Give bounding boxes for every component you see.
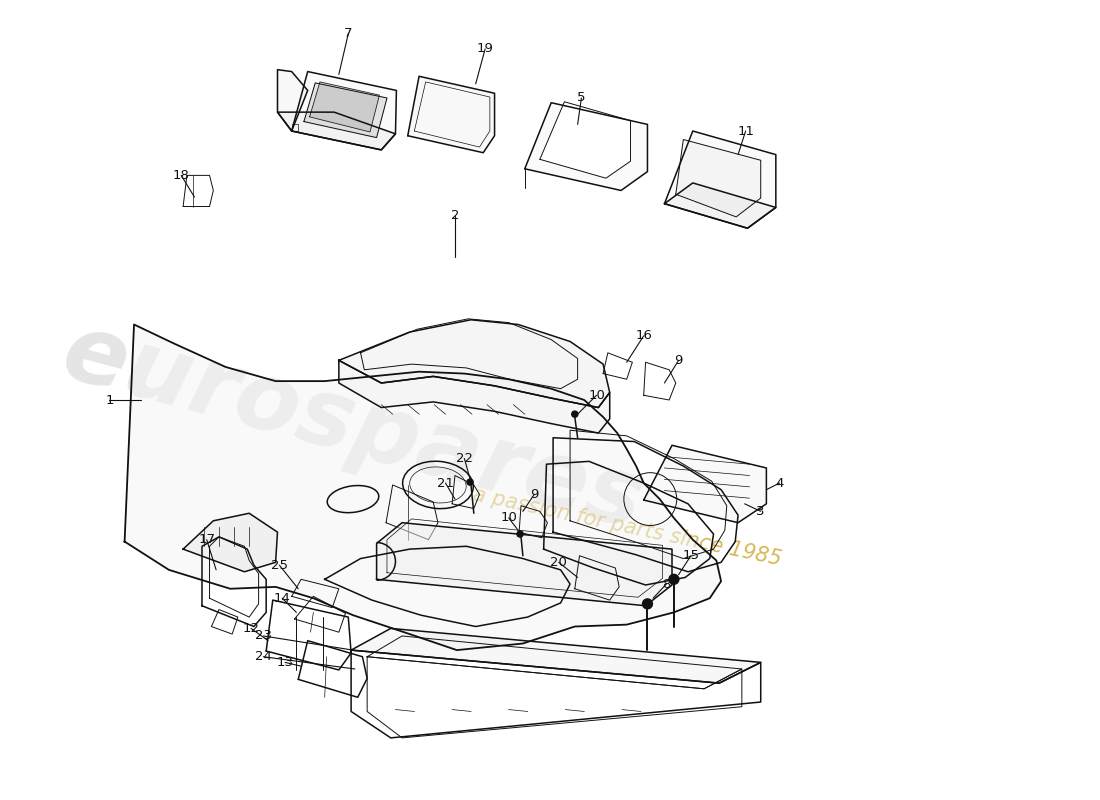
Polygon shape — [675, 139, 761, 217]
Polygon shape — [525, 102, 648, 190]
Text: 21: 21 — [437, 477, 454, 490]
Text: a passion for parts since 1985: a passion for parts since 1985 — [471, 485, 783, 570]
Polygon shape — [339, 360, 609, 433]
Text: 10: 10 — [500, 511, 517, 525]
Text: 14: 14 — [274, 592, 290, 605]
Text: 15: 15 — [682, 550, 700, 562]
Text: 25: 25 — [271, 558, 288, 572]
Polygon shape — [124, 325, 722, 650]
Text: 4: 4 — [776, 477, 784, 490]
Text: 22: 22 — [455, 452, 473, 465]
Text: 17: 17 — [198, 533, 216, 546]
Text: 23: 23 — [255, 630, 272, 642]
Text: 1: 1 — [106, 394, 113, 406]
Polygon shape — [351, 629, 761, 683]
Text: 10: 10 — [588, 389, 605, 402]
Text: 24: 24 — [255, 650, 272, 663]
Text: 9: 9 — [674, 354, 683, 367]
Text: 8: 8 — [662, 578, 671, 590]
Text: 16: 16 — [636, 330, 652, 342]
Text: 5: 5 — [578, 91, 585, 105]
Polygon shape — [292, 71, 396, 150]
Text: 9: 9 — [530, 488, 538, 501]
Text: 20: 20 — [550, 556, 568, 569]
Polygon shape — [540, 102, 630, 178]
Polygon shape — [664, 183, 776, 228]
Text: 7: 7 — [344, 27, 352, 40]
Text: 3: 3 — [757, 505, 764, 518]
Text: 19: 19 — [476, 42, 494, 55]
Text: eurospares: eurospares — [53, 306, 653, 550]
Text: 18: 18 — [173, 169, 189, 182]
Circle shape — [466, 478, 474, 486]
Polygon shape — [376, 522, 672, 606]
Polygon shape — [408, 76, 495, 153]
Polygon shape — [339, 320, 609, 407]
Circle shape — [668, 574, 680, 585]
Text: 2: 2 — [451, 210, 459, 222]
Circle shape — [641, 598, 653, 610]
Text: 11: 11 — [737, 125, 755, 138]
Text: 12: 12 — [243, 622, 260, 635]
Polygon shape — [277, 112, 396, 150]
Polygon shape — [664, 131, 776, 228]
Polygon shape — [304, 83, 387, 138]
Circle shape — [516, 530, 524, 538]
Text: 13: 13 — [276, 656, 294, 669]
Polygon shape — [277, 70, 308, 131]
Polygon shape — [309, 82, 379, 132]
Polygon shape — [183, 514, 277, 572]
Polygon shape — [644, 446, 767, 522]
Circle shape — [571, 410, 579, 418]
